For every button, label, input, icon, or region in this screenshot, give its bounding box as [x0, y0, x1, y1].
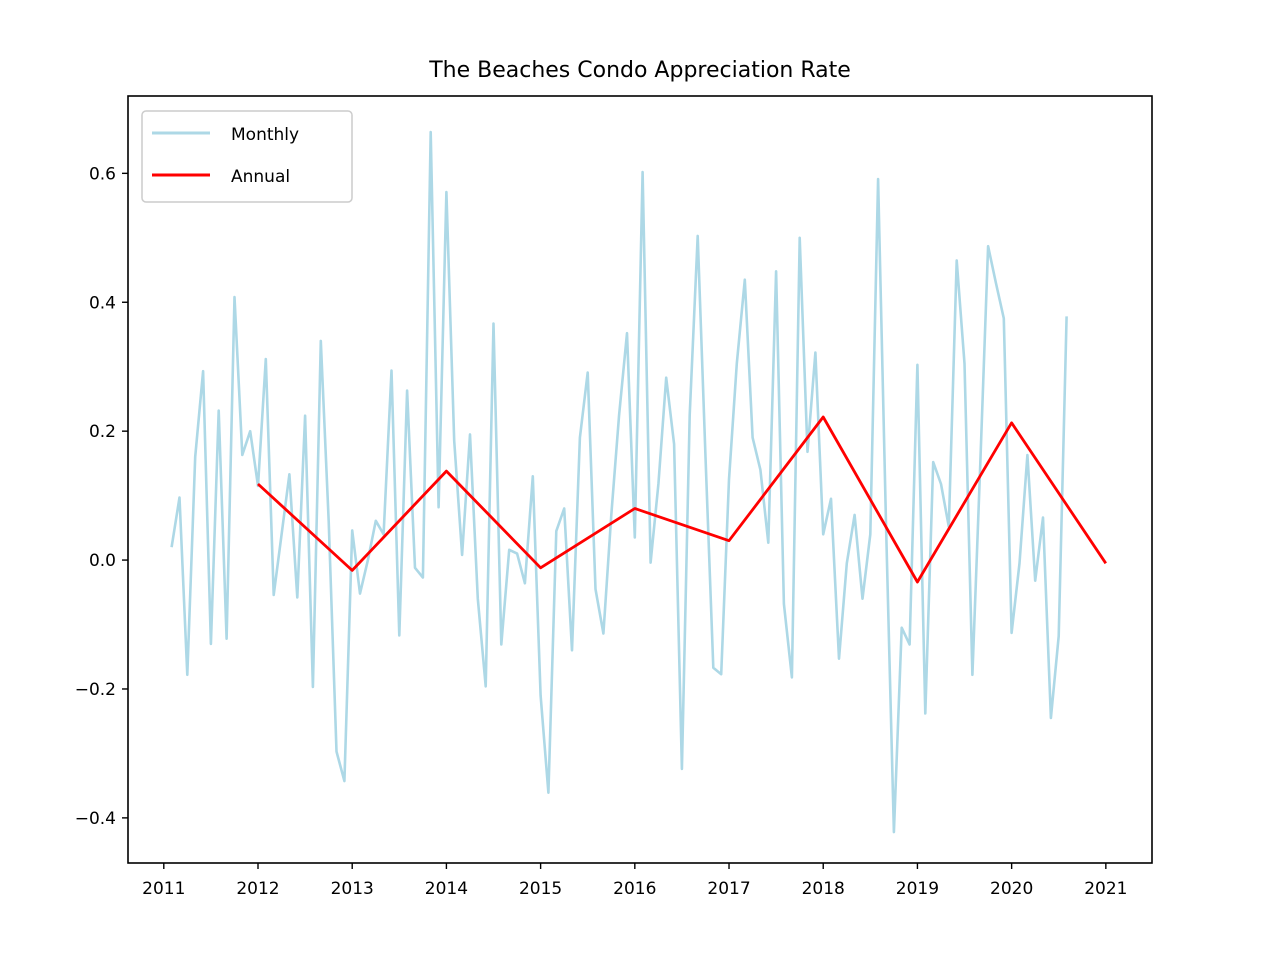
x-tick-label: 2012 [236, 879, 279, 899]
y-tick-label: 0.2 [89, 422, 116, 442]
series-line-monthly [170, 130, 1068, 834]
chart-title: The Beaches Condo Appreciation Rate [428, 58, 851, 83]
x-axis: 2011 2012 2013 2014 2015 2016 2017 2018 2019 2020… [142, 863, 1127, 899]
y-tick-label: 0.4 [89, 293, 116, 313]
x-tick-label: 2015 [519, 879, 562, 899]
y-tick-label: −0.4 [75, 809, 116, 829]
x-tick-label: 2016 [613, 879, 656, 899]
x-tick-label: 2019 [896, 879, 939, 899]
x-tick-label: 2011 [142, 879, 185, 899]
legend-label-annual: Annual [231, 167, 290, 187]
axes-frame [127, 95, 1153, 864]
y-tick-label: 0.0 [89, 551, 116, 571]
x-tick-label: 2014 [425, 879, 468, 899]
series-line-annual [257, 415, 1107, 584]
y-tick-label: −0.2 [75, 680, 116, 700]
legend-label-monthly: Monthly [231, 125, 299, 145]
plot-lines [170, 130, 1107, 834]
x-tick-label: 2021 [1084, 879, 1127, 899]
x-tick-label: 2017 [707, 879, 750, 899]
x-tick-label: 2018 [802, 879, 845, 899]
y-axis: −0.4 −0.2 0.0 0.2 0.4 0.6 [75, 164, 128, 829]
legend: Monthly Annual [141, 110, 353, 203]
x-tick-label: 2013 [331, 879, 374, 899]
x-tick-label: 2020 [990, 879, 1033, 899]
y-tick-label: 0.6 [89, 164, 116, 184]
